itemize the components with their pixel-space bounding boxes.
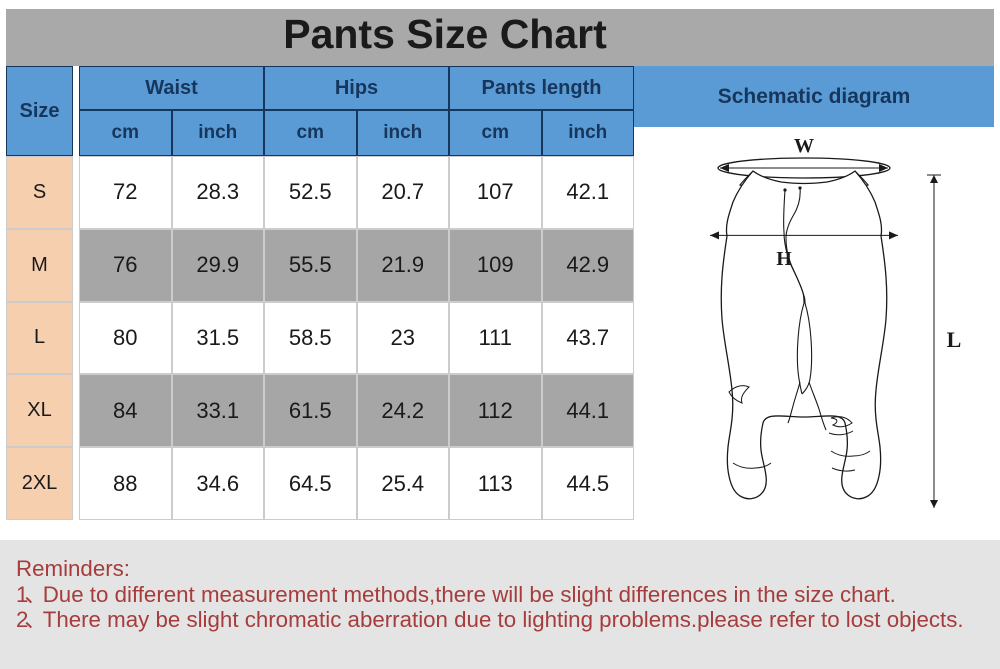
svg-text:L: L: [947, 327, 962, 352]
svg-text:H: H: [776, 248, 792, 270]
svg-text:W: W: [794, 135, 814, 157]
